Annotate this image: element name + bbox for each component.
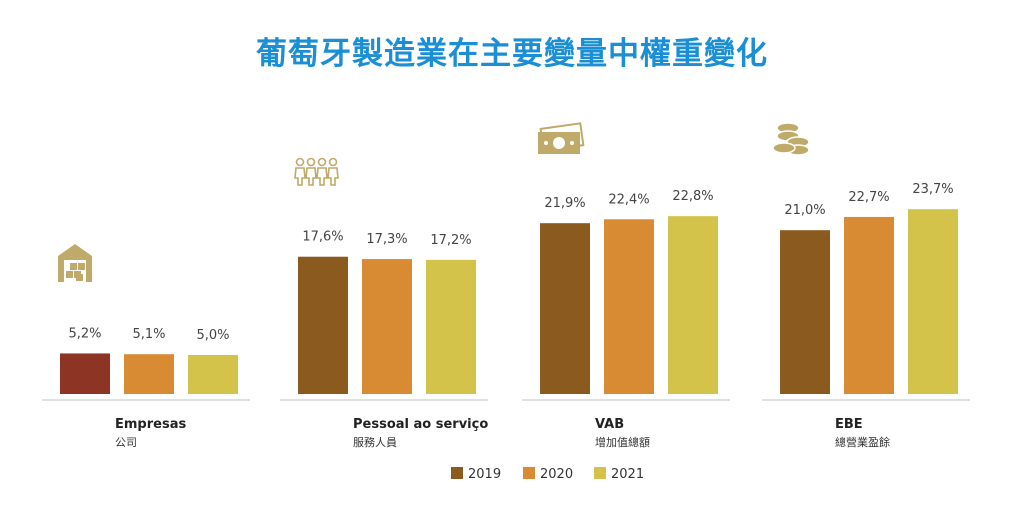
category-sublabel: 總營業盈餘 [835, 435, 890, 449]
bar-0-2021 [188, 355, 238, 394]
data-label: 17,3% [366, 232, 407, 247]
data-label: 22,7% [848, 190, 889, 205]
data-label: 23,7% [912, 182, 953, 197]
bar-2-2021 [668, 216, 718, 394]
bar-3-2020 [844, 216, 894, 394]
legend-label: 2020 [540, 467, 573, 482]
banknote-icon [538, 122, 585, 154]
bar-0-2020 [124, 354, 174, 394]
bar-1-2020 [362, 259, 412, 394]
data-label: 21,0% [784, 203, 825, 218]
warehouse-icon [58, 244, 92, 282]
data-label: 5,2% [68, 326, 101, 341]
coins-icon [772, 122, 810, 156]
legend-swatch-2019 [451, 467, 463, 479]
legend-swatch-2020 [523, 467, 535, 479]
legend-label: 2021 [611, 467, 644, 482]
category-sublabel: 增加值總額 [595, 435, 650, 449]
category-label: Empresas [115, 417, 186, 432]
data-label: 5,0% [196, 328, 229, 343]
bar-3-2021 [908, 209, 958, 394]
data-label: 5,1% [132, 327, 165, 342]
data-label: 22,4% [608, 192, 649, 207]
category-label: VAB [595, 417, 624, 432]
data-label: 21,9% [544, 196, 585, 211]
category-sublabel: 服務人員 [353, 435, 397, 449]
chart-title: 葡萄牙製造業在主要變量中權重變化 [256, 36, 768, 72]
data-label: 17,2% [430, 233, 471, 248]
data-label: 22,8% [672, 189, 713, 204]
legend-label: 2019 [468, 467, 501, 482]
category-sublabel: 公司 [115, 436, 137, 449]
bar-3-2019 [780, 230, 830, 394]
bar-0-2019 [60, 353, 110, 394]
people-icon [294, 157, 339, 186]
bar-2-2020 [604, 219, 654, 394]
legend-swatch-2021 [594, 467, 606, 479]
data-label: 17,6% [302, 230, 343, 245]
bar-1-2019 [298, 256, 348, 394]
bar-2-2019 [540, 223, 590, 394]
category-label: Pessoal ao serviço [353, 417, 488, 432]
category-label: EBE [835, 417, 863, 432]
bar-1-2021 [426, 259, 476, 394]
